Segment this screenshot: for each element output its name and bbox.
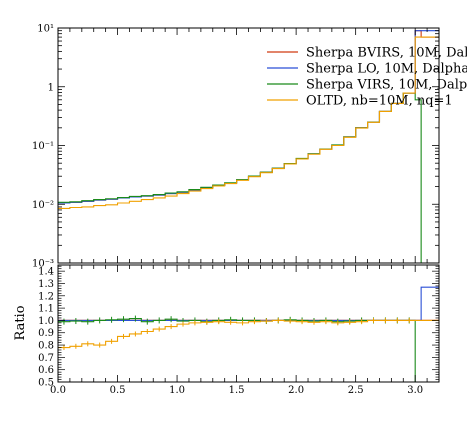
y-tick-label: 1 [48,82,54,93]
plot-area-ratio [58,286,439,382]
y-tick-label: 0.7 [38,353,54,364]
legend-label: Sherpa LO, 10M, Dalpha=0.1 [306,62,467,77]
ratio-panel: 0.0 0.5 1.0 1.5 2.0 2.5 3.00.50.60.70.80.91.01… [38,264,440,396]
legend-label: Sherpa BVIRS, 10M, Dalpha=0.1 [306,46,467,61]
ratio-axis-label: Ratio [13,305,28,340]
y-tick-label: 0.8 [38,341,54,352]
y-tick-label: 1.0 [38,316,54,327]
series-ratio-sherpa-virs-10m-dalpha-0-1 [58,318,422,382]
x-tick-label: 3.0 [407,385,423,396]
y-tick-label: 1.4 [38,267,54,278]
y-tick-label: 1.3 [38,279,54,290]
legend-label: Sherpa VIRS, 10M, Dalpha=0.1 [306,78,467,93]
plot-area-main [58,30,439,263]
x-tick-label: 1.5 [229,385,245,396]
legend-label: OLTD, nb=10M, nq=1 [306,94,453,109]
y-tick-label: 10⁻³ [32,259,54,270]
y-tick-label: 0.9 [38,328,54,339]
x-tick-label: 2.5 [348,385,364,396]
y-tick-label: 10⁻² [32,200,54,211]
x-tick-label: 0.5 [110,385,126,396]
x-tick-label: 2.0 [288,385,304,396]
main-panel: 10⁻³ 10⁻² 10⁻¹ 1 10¹ Sherpa BVIRS, 10M, Dalph… [32,24,467,270]
series-main-oltd-nb-10m-nq-1 [58,36,439,209]
series-ratio-oltd-nb-10m-nq-1 [58,319,439,349]
y-tick-label: 0.5 [38,378,54,389]
x-tick-label: 0.0 [50,385,66,396]
y-tick-label: 1.1 [38,304,54,315]
y-tick-label: 0.6 [38,365,54,376]
y-tick-label: 10¹ [37,24,54,35]
x-tick-label: 1.0 [169,385,185,396]
y-tick-label: 10⁻¹ [32,141,54,152]
y-tick-label: 1.2 [38,291,54,302]
